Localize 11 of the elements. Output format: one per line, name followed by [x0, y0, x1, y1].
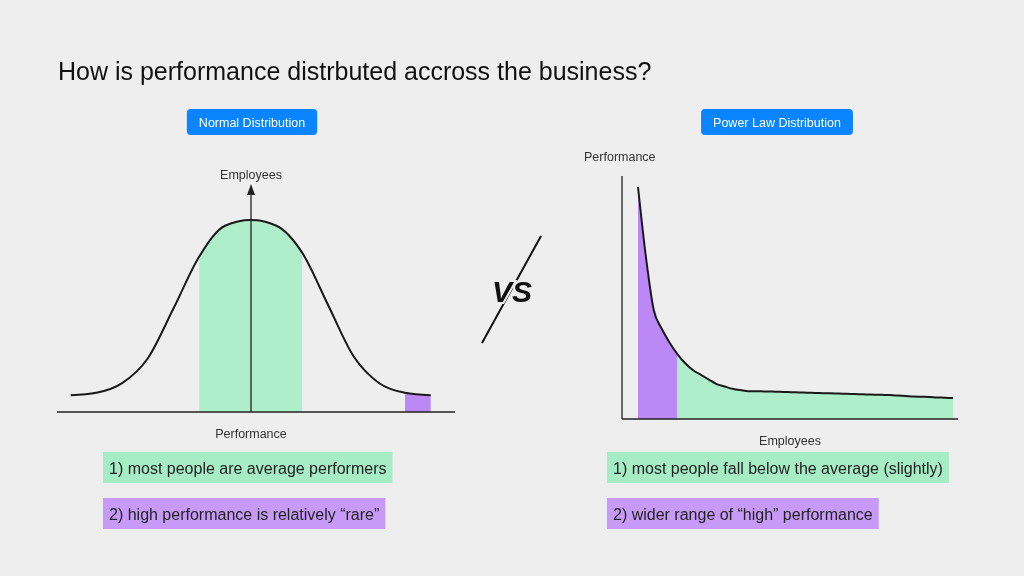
- text: 1) most people are average performers: [109, 460, 387, 477]
- text: How is performance distrbuted accross the business?: [58, 57, 652, 85]
- text: 1) most people fall below the average (slightly): [613, 460, 943, 477]
- y-axis-title: Employees: [220, 168, 282, 182]
- y-axis-title: Performance: [584, 150, 656, 164]
- chart-title: Normal Distribution: [198, 116, 306, 130]
- chart-title: Power Law Distribution: [713, 116, 841, 130]
- text: 2) high performance is relatively “rare”: [109, 506, 380, 523]
- x-axis-title: Performance: [215, 427, 287, 441]
- text: 2) wider range of “high” performance: [613, 506, 873, 523]
- x-axis-title: Employees: [759, 434, 821, 448]
